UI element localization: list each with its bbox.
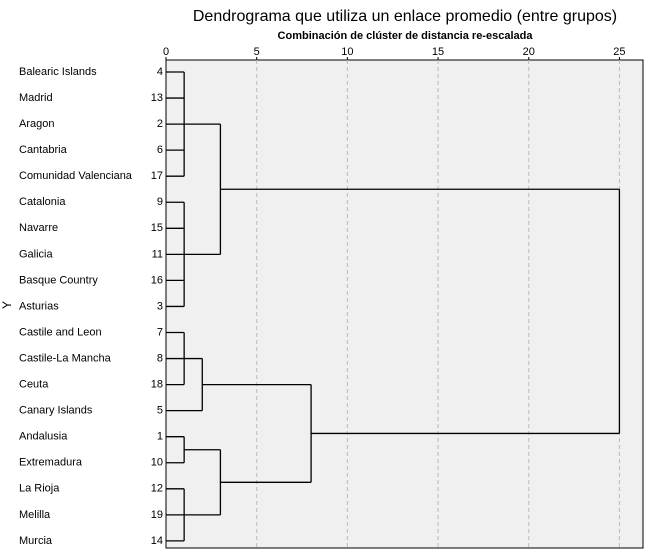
x-tick-label: 20: [523, 46, 535, 58]
x-tick-label: 15: [432, 46, 444, 58]
leaf-case: 6: [157, 144, 163, 156]
leaf-case: 2: [157, 118, 163, 130]
leaf-label: Madrid: [19, 92, 53, 104]
leaf-case: 7: [157, 326, 163, 338]
leaf-label: Asturias: [19, 300, 59, 312]
leaf-label: Basque Country: [19, 274, 98, 286]
leaf-case: 18: [151, 379, 163, 391]
leaf-case: 17: [151, 170, 163, 182]
leaf-case: 5: [157, 405, 163, 417]
leaf-label: Galicia: [19, 248, 54, 260]
leaf-label: Murcia: [19, 535, 53, 547]
leaf-case: 3: [157, 300, 163, 312]
leaf-case: 15: [151, 222, 163, 234]
x-tick-label: 0: [163, 46, 169, 58]
leaf-case: 8: [157, 352, 163, 364]
leaf-case: 9: [157, 196, 163, 208]
leaf-label: Castile and Leon: [19, 326, 102, 338]
leaf-case: 14: [151, 535, 163, 547]
leaf-case: 4: [157, 66, 163, 78]
leaf-label: Canary Islands: [19, 405, 93, 417]
leaf-label: Castile-La Mancha: [19, 352, 112, 364]
leaf-label: Andalusia: [19, 431, 68, 443]
x-tick-label: 25: [613, 46, 625, 58]
leaf-case: 12: [151, 483, 163, 495]
leaf-label: La Rioja: [19, 483, 60, 495]
plot-area: [165, 59, 644, 549]
y-axis-label: Y: [0, 301, 14, 309]
leaf-case: 1: [157, 431, 163, 443]
leaf-case: 16: [151, 274, 163, 286]
leaf-case: 19: [151, 509, 163, 521]
leaf-case: 13: [151, 92, 163, 104]
leaf-label: Aragon: [19, 118, 54, 130]
leaf-label: Balearic Islands: [19, 66, 97, 78]
leaf-case: 10: [151, 457, 163, 469]
x-axis-label: Combinación de clúster de distancia re-e…: [278, 30, 534, 42]
leaf-label: Catalonia: [19, 196, 66, 208]
leaf-label: Comunidad Valenciana: [19, 170, 133, 182]
chart-title: Dendrograma que utiliza un enlace promed…: [193, 8, 617, 25]
leaf-label: Navarre: [19, 222, 58, 234]
leaf-label: Cantabria: [19, 144, 68, 156]
leaf-label: Extremadura: [19, 457, 83, 469]
x-tick-label: 5: [254, 46, 260, 58]
x-tick-label: 10: [341, 46, 353, 58]
leaf-label: Ceuta: [19, 379, 49, 391]
leaf-case: 11: [152, 248, 163, 260]
leaf-label: Melilla: [19, 509, 51, 521]
